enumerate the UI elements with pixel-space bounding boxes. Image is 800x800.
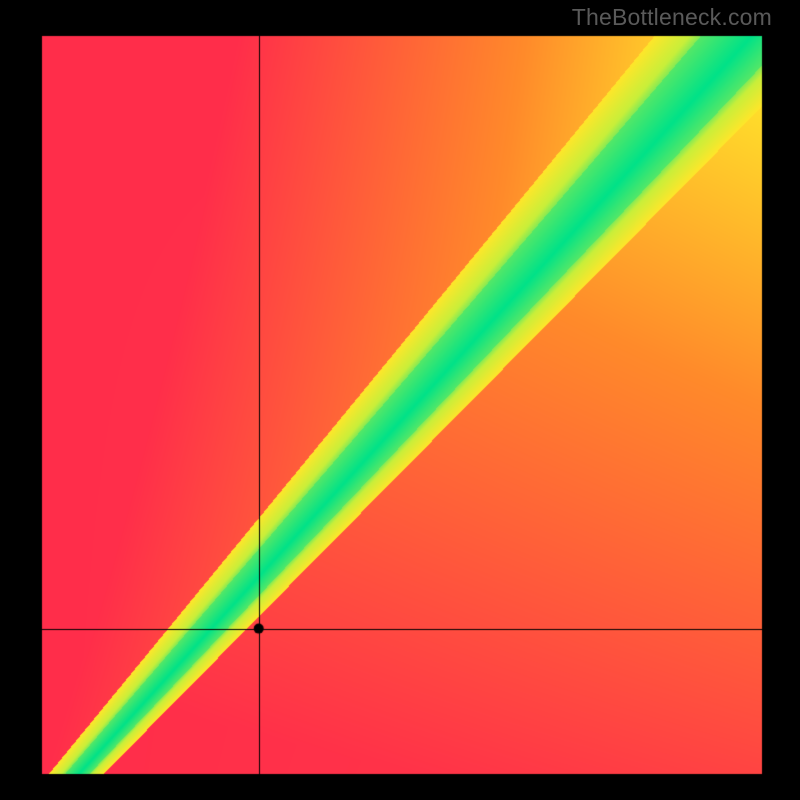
- chart-container: TheBottleneck.com: [0, 0, 800, 800]
- bottleneck-heatmap: [0, 0, 800, 800]
- watermark-text: TheBottleneck.com: [572, 4, 772, 31]
